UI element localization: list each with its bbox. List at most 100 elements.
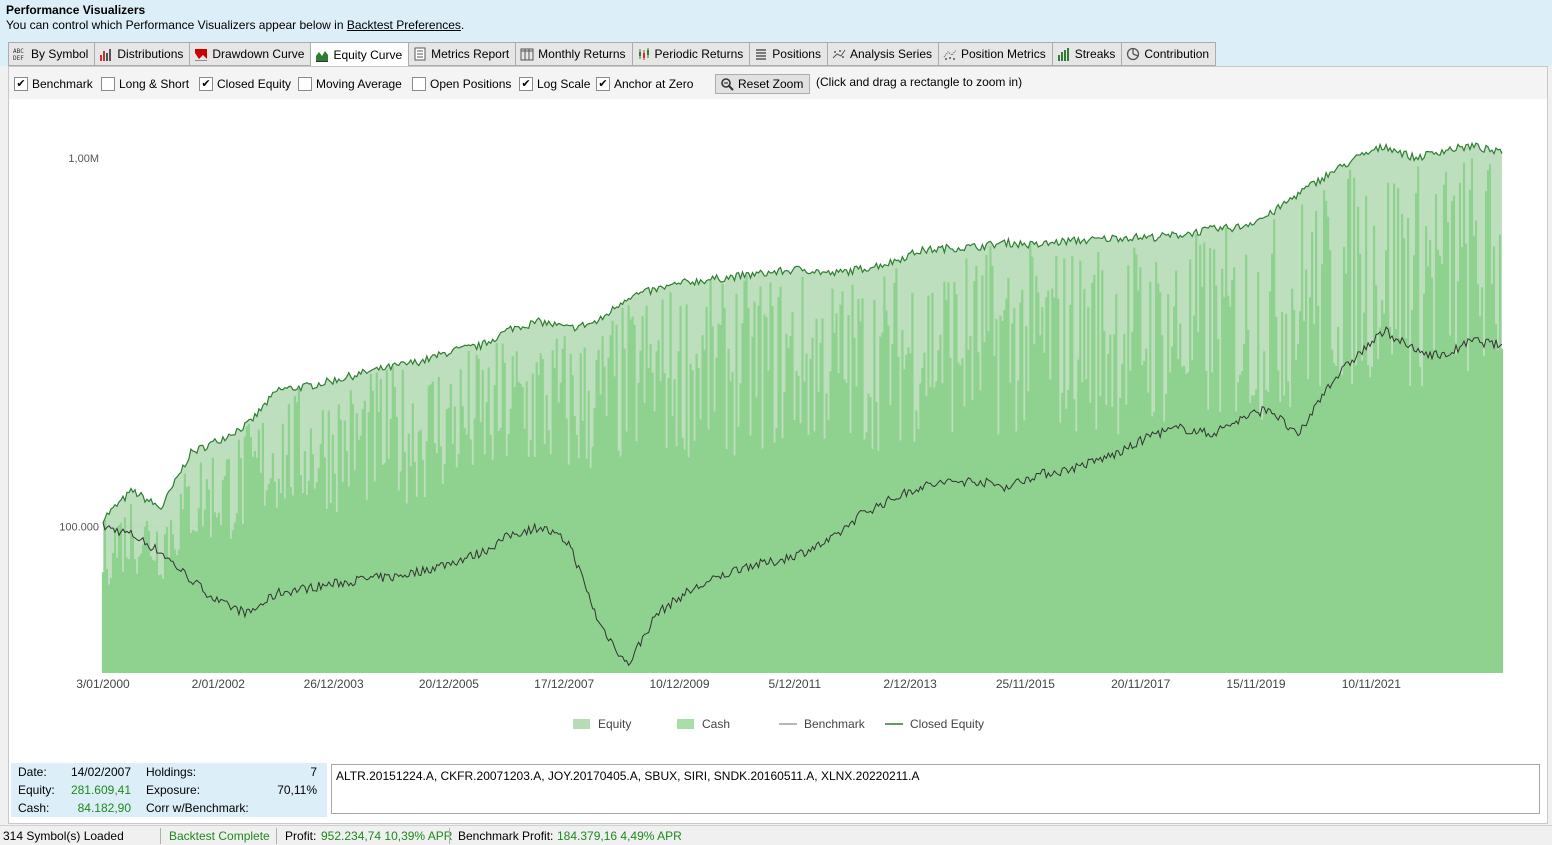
option-label: Moving Average [316, 77, 402, 91]
checkbox[interactable]: ✔ [14, 77, 28, 91]
holdings-label: Holdings: [146, 765, 197, 779]
option-anchor-at-zero[interactable]: ✔ Anchor at Zero [596, 77, 693, 91]
tab-label: Drawdown Curve [212, 47, 305, 61]
checkbox[interactable]: ✔ [199, 77, 213, 91]
benchmark-profit-value: 184.379,16 4,49% APR [557, 829, 682, 843]
list-icon [756, 49, 767, 60]
x-tick-label: 20/11/2017 [1111, 677, 1170, 691]
drawdown-icon [195, 49, 208, 61]
option-long-short[interactable]: Long & Short [101, 77, 189, 91]
zoom-icon [721, 78, 734, 91]
dotted-scatter-icon [943, 49, 957, 60]
checkbox[interactable]: ✔ [596, 77, 610, 91]
benchmark-profit-label: Benchmark Profit: [458, 829, 554, 843]
tab-label: Equity Curve [333, 47, 403, 62]
pie-icon [1127, 47, 1140, 61]
option-label: Anchor at Zero [614, 77, 694, 91]
x-tick-label: 2/12/2013 [883, 677, 937, 691]
document-icon [414, 47, 426, 61]
x-tick-label: 2/01/2002 [192, 677, 246, 691]
option-closed-equity[interactable]: ✔ Closed Equity [199, 77, 291, 91]
area-chart-icon [316, 50, 329, 62]
svg-text:DEF: DEF [13, 55, 24, 61]
date-label: Date: [18, 765, 47, 779]
tab-equity-curve[interactable]: Equity Curve [310, 42, 409, 67]
info-box: Date: 14/02/2007 Equity: 281.609,41 Cash… [11, 763, 327, 817]
status-separator [160, 828, 161, 844]
option-log-scale[interactable]: ✔ Log Scale [519, 77, 590, 91]
equity-chart-svg[interactable]: 1,00M 100.000 3/01/2000 2/01/2002 26/12/2003… [9, 99, 1547, 761]
tab-label: Analysis Series [849, 47, 932, 61]
legend-swatch [677, 719, 694, 729]
closed-equity-line [102, 141, 1503, 523]
x-tick-label: 26/12/2003 [304, 677, 364, 691]
tab-streaks[interactable]: Streaks [1051, 42, 1122, 66]
cash-label: Cash: [18, 801, 50, 815]
page-title: Performance Visualizers [6, 3, 146, 17]
table-columns-icon [520, 48, 534, 61]
status-bar: 314 Symbol(s) Loaded Backtest Complete P… [0, 825, 1552, 845]
zoom-hint: (Click and drag a rectangle to zoom in) [816, 75, 1023, 89]
option-label: Benchmark [32, 77, 93, 91]
legend-swatch [573, 719, 590, 729]
status-separator [276, 828, 277, 844]
tab-contribution[interactable]: Contribution [1121, 42, 1217, 66]
reset-zoom-button[interactable]: Reset Zoom [715, 74, 811, 94]
option-label: Open Positions [430, 77, 512, 91]
benchmark-line [102, 326, 1503, 667]
holdings-list[interactable]: ALTR.20151224.A, CKFR.20071203.A, JOY.20… [331, 764, 1540, 814]
checkbox[interactable] [101, 77, 115, 91]
equity-curve-panel: Reset Zoom (Click and drag a rectangle t… [8, 66, 1548, 824]
tab-label: Streaks [1074, 47, 1116, 61]
svg-text:ABC: ABC [13, 48, 24, 55]
x-tick-label: 17/12/2007 [534, 677, 594, 691]
tab-bar: ABC DEF By Symbol Distributions Drawdown Cur… [0, 40, 1552, 67]
cash-value: 84.182,90 [77, 801, 131, 815]
tab-label: Metrics Report [431, 47, 510, 61]
header: Performance Visualizers You can control … [0, 0, 1552, 40]
tab-positions[interactable]: Positions [749, 42, 827, 66]
option-moving-average[interactable]: Moving Average [298, 77, 402, 91]
green-bars-icon [1057, 48, 1069, 61]
tab-by-symbol[interactable]: ABC DEF By Symbol [8, 42, 95, 66]
tab-analysis-series[interactable]: Analysis Series [826, 42, 938, 66]
x-tick-label: 3/01/2000 [76, 677, 130, 691]
tab-label: Monthly Returns [538, 47, 626, 61]
tab-periodic-returns[interactable]: Periodic Returns [631, 42, 750, 66]
equity-label: Equity: [18, 783, 55, 797]
tab-label: Periodic Returns [654, 47, 744, 61]
tab-position-metrics[interactable]: Position Metrics [938, 42, 1052, 66]
x-tick-label: 25/11/2015 [996, 677, 1055, 691]
legend-label: Benchmark [804, 717, 866, 731]
corr-benchmark-label: Corr w/Benchmark: [146, 801, 249, 815]
option-benchmark[interactable]: ✔ Benchmark [14, 77, 93, 91]
x-tick-label: 15/11/2019 [1226, 677, 1285, 691]
checkbox[interactable] [298, 77, 312, 91]
x-tick-label: 5/12/2011 [769, 677, 822, 691]
backtest-preferences-link[interactable]: Backtest Preferences [346, 18, 461, 32]
x-tick-label: 10/11/2021 [1342, 677, 1401, 691]
tab-drawdown-curve[interactable]: Drawdown Curve [189, 42, 311, 66]
date-value: 14/02/2007 [70, 765, 131, 779]
legend-label: Equity [598, 717, 631, 731]
x-tick-label: 10/12/2009 [649, 677, 709, 691]
tab-monthly-returns[interactable]: Monthly Returns [515, 42, 632, 66]
checkbox[interactable] [412, 77, 426, 91]
exposure-value: 70,11% [277, 783, 317, 797]
tab-metrics-report[interactable]: Metrics Report [408, 42, 516, 66]
options-bar: Reset Zoom (Click and drag a rectangle t… [9, 67, 1547, 99]
tab-label: Contribution [1144, 47, 1210, 61]
symbols-loaded: 314 Symbol(s) Loaded [3, 829, 124, 843]
checkbox[interactable]: ✔ [519, 77, 533, 91]
legend-label: Closed Equity [910, 717, 984, 731]
legend-label: Cash [702, 717, 730, 731]
tab-label: Distributions [117, 47, 184, 61]
y-tick-label: 1,00M [68, 153, 99, 165]
tab-distributions[interactable]: Distributions [94, 42, 190, 66]
profit-value: 952.234,74 10,39% APR [321, 829, 453, 843]
holdings-value: 7 [310, 765, 317, 779]
reset-zoom-label: Reset Zoom [738, 77, 804, 91]
equity-chart[interactable]: 1,00M 100.000 3/01/2000 2/01/2002 26/12/2003… [9, 99, 1547, 761]
option-open-positions[interactable]: Open Positions [412, 77, 511, 91]
